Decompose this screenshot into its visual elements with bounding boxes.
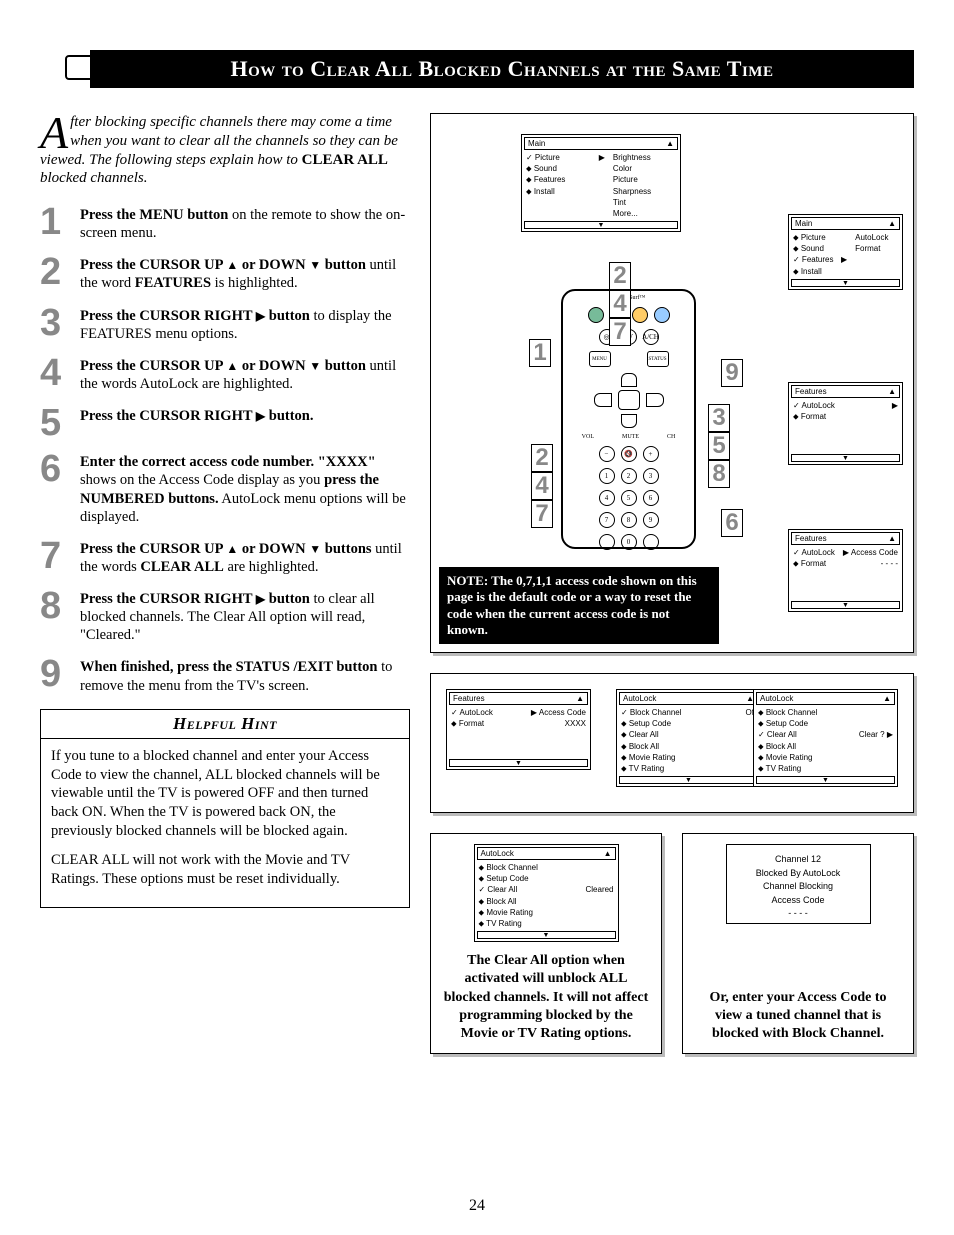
right-column: Main▲ ✓ Picture▶ ⬥ Sound ⬥ Features ⬥ In… xyxy=(430,113,914,1054)
step-number: 3 xyxy=(40,307,68,343)
step-text: Press the MENU button on the remote to s… xyxy=(80,206,410,242)
tv-screen: Channel 12 Blocked By AutoLock Channel B… xyxy=(726,844,871,924)
menu-features-3: Features▲ ✓ AutoLock▶ Access Code ⬥ Form… xyxy=(446,689,591,770)
menu-features-1: Features▲ ✓ AutoLock▶ ⬥ Format ▼ xyxy=(788,382,903,465)
menu-main-2: Main▲ ⬥ Picture ⬥ Sound ✓ Features▶ ⬥ In… xyxy=(788,214,903,290)
step-text: Enter the correct access code number. "X… xyxy=(80,453,410,526)
menu-main-1: Main▲ ✓ Picture▶ ⬥ Sound ⬥ Features ⬥ In… xyxy=(521,134,681,232)
intro-tail: blocked channels. xyxy=(40,170,147,186)
step-text: Press the CURSOR RIGHT ▶ button to clear… xyxy=(80,590,410,644)
step-2: 2 Press the CURSOR UP ▲ or DOWN ▼ button … xyxy=(40,256,410,292)
diagram-middle: Features▲ ✓ AutoLock▶ Access Code ⬥ Form… xyxy=(430,673,914,813)
hint-paragraph-1: If you tune to a blocked channel and ent… xyxy=(51,747,399,841)
note-box: NOTE: The 0,7,1,1 access code shown on t… xyxy=(439,567,719,644)
step-7: 7 Press the CURSOR UP ▲ or DOWN ▼ buttons… xyxy=(40,540,410,576)
caption-right: Or, enter your Access Code to view a tun… xyxy=(695,989,901,1044)
step-4: 4 Press the CURSOR UP ▲ or DOWN ▼ button … xyxy=(40,357,410,393)
helpful-hint-box: Helpful Hint If you tune to a blocked ch… xyxy=(40,709,410,908)
page-title: How to Clear All Blocked Channels at the… xyxy=(90,50,914,88)
step-number: 4 xyxy=(40,357,68,393)
intro-emph: CLEAR ALL xyxy=(302,152,388,168)
page-number: 24 xyxy=(0,1197,954,1215)
step-text: When finished, press the STATUS /EXIT bu… xyxy=(80,658,410,694)
step-number: 6 xyxy=(40,453,68,526)
diagram-bottom-left: AutoLock▲ ⬥ Block Channel ⬥ Setup Code ✓… xyxy=(430,833,662,1054)
callout-stack-right-a: 2 4 7 xyxy=(609,262,631,346)
callout-stack-right-b: 3 5 8 xyxy=(708,404,730,488)
callout-stack-left: 2 4 7 xyxy=(531,444,553,528)
step-6: 6Enter the correct access code number. "… xyxy=(40,453,410,526)
step-number: 7 xyxy=(40,540,68,576)
dropcap: A xyxy=(40,116,68,150)
page-corner-icon xyxy=(65,55,100,80)
step-5: 5 Press the CURSOR RIGHT ▶ button. xyxy=(40,407,410,439)
diagram-top: Main▲ ✓ Picture▶ ⬥ Sound ⬥ Features ⬥ In… xyxy=(430,113,914,653)
step-3: 3 Press the CURSOR RIGHT ▶ button to disp… xyxy=(40,307,410,343)
callout-6: 6 xyxy=(721,509,743,537)
hint-title: Helpful Hint xyxy=(41,710,409,739)
step-8: 8Press the CURSOR RIGHT ▶ button to clea… xyxy=(40,590,410,644)
step-number: 9 xyxy=(40,658,68,694)
step-number: 8 xyxy=(40,590,68,644)
step-9: 9 When finished, press the STATUS /EXIT b… xyxy=(40,658,410,694)
step-1: 1 Press the MENU button on the remote to … xyxy=(40,206,410,242)
menu-autolock-1: AutoLock▲ ✓ Block ChannelOff ⬥ Setup Cod… xyxy=(616,689,761,787)
step-number: 2 xyxy=(40,256,68,292)
intro-paragraph: After blocking specific channels there m… xyxy=(40,113,410,188)
callout-1: 1 xyxy=(529,339,551,367)
step-text: Press the CURSOR RIGHT ▶ button. xyxy=(80,407,313,439)
diagram-bottom: AutoLock▲ ⬥ Block Channel ⬥ Setup Code ✓… xyxy=(430,833,914,1054)
hint-paragraph-2: CLEAR ALL will not work with the Movie a… xyxy=(51,851,399,889)
step-text: Press the CURSOR UP ▲ or DOWN ▼ button u… xyxy=(80,256,410,292)
step-number: 5 xyxy=(40,407,68,439)
menu-autolock-3: AutoLock▲ ⬥ Block Channel ⬥ Setup Code ✓… xyxy=(474,844,619,942)
callout-9: 9 xyxy=(721,359,743,387)
caption-left: The Clear All option when activated will… xyxy=(443,952,649,1043)
step-text: Press the CURSOR UP ▲ or DOWN ▼ button u… xyxy=(80,357,410,393)
menu-autolock-2: AutoLock▲ ⬥ Block Channel ⬥ Setup Code ✓… xyxy=(753,689,898,787)
diagram-bottom-right: Channel 12 Blocked By AutoLock Channel B… xyxy=(682,833,914,1054)
left-column: After blocking specific channels there m… xyxy=(40,113,410,1054)
step-number: 1 xyxy=(40,206,68,242)
menu-features-2: Features▲ ✓ AutoLock▶ Access Code ⬥ Form… xyxy=(788,529,903,612)
step-text: Press the CURSOR UP ▲ or DOWN ▼ buttons … xyxy=(80,540,410,576)
step-text: Press the CURSOR RIGHT ▶ button to displ… xyxy=(80,307,410,343)
